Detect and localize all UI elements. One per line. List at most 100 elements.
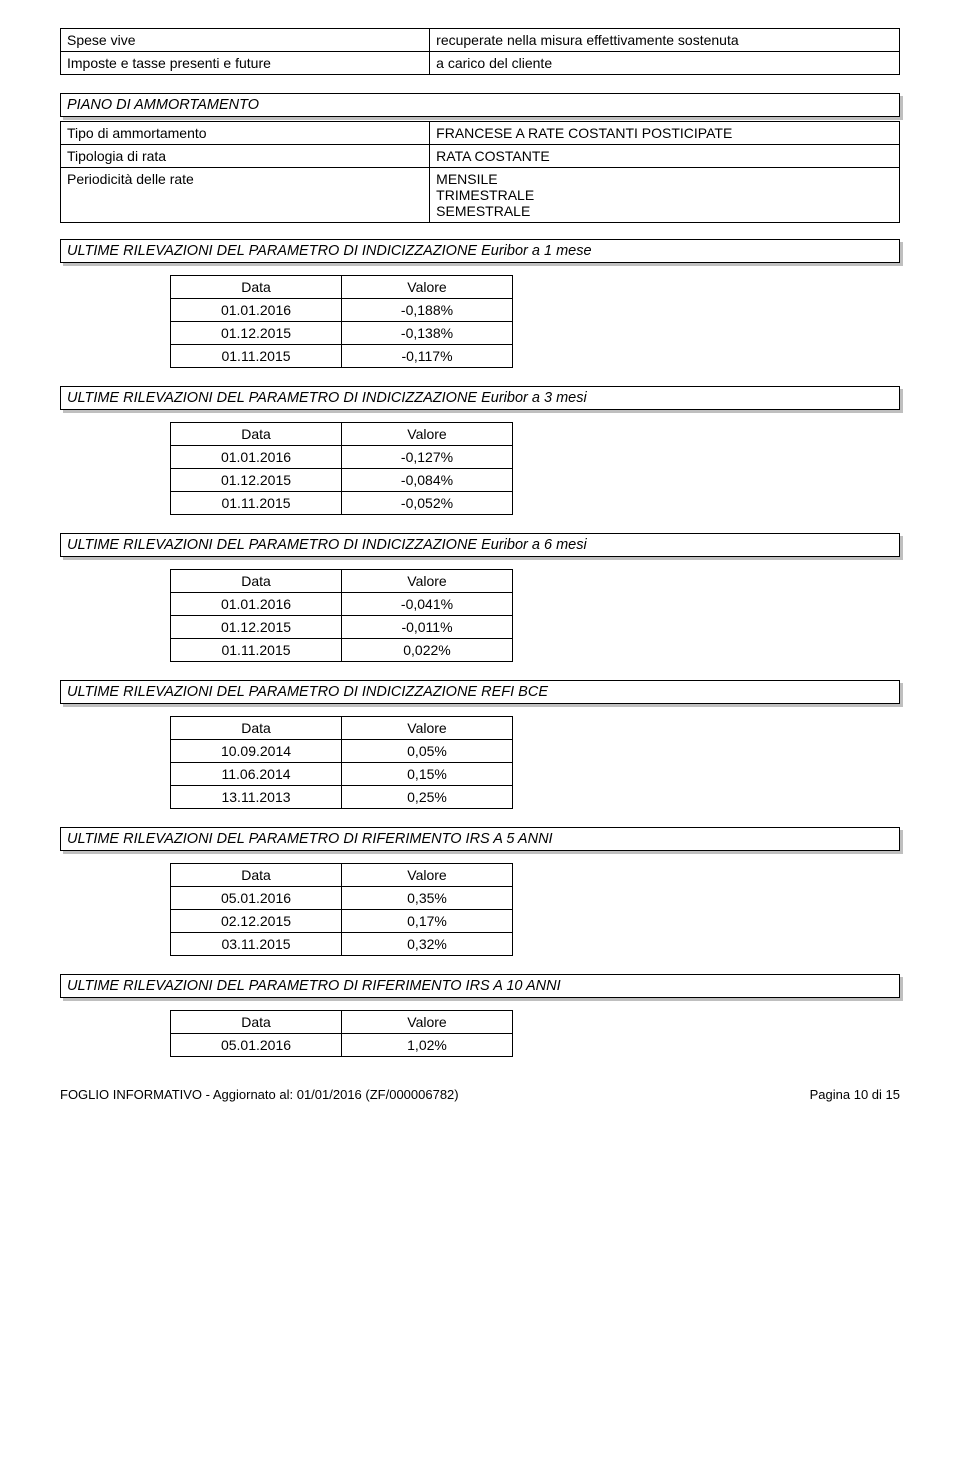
data-cell: 01.11.2015 (171, 492, 342, 515)
data-cell: 1,02% (342, 1034, 513, 1057)
table-row: 01.12.2015-0,084% (171, 469, 513, 492)
table-row: 05.01.20161,02% (171, 1034, 513, 1057)
data-cell: -0,052% (342, 492, 513, 515)
table-row: 01.11.2015-0,117% (171, 345, 513, 368)
column-header: Data (171, 717, 342, 740)
data-table: DataValore01.01.2016-0,188%01.12.2015-0,… (170, 275, 513, 368)
column-header: Data (171, 276, 342, 299)
data-cell: -0,011% (342, 616, 513, 639)
table-header-row: DataValore (171, 1011, 513, 1034)
table-row: Spese vive recuperate nella misura effet… (61, 29, 900, 52)
data-table: DataValore10.09.20140,05%11.06.20140,15%… (170, 716, 513, 809)
cell-label: Imposte e tasse presenti e future (61, 52, 430, 75)
column-header: Valore (342, 423, 513, 446)
data-cell: 01.11.2015 (171, 345, 342, 368)
table-row: 11.06.20140,15% (171, 763, 513, 786)
data-cell: 0,022% (342, 639, 513, 662)
data-cell: 0,17% (342, 910, 513, 933)
section-title: ULTIME RILEVAZIONI DEL PARAMETRO DI INDI… (60, 386, 900, 410)
column-header: Data (171, 423, 342, 446)
table-row: 01.11.20150,022% (171, 639, 513, 662)
footer-left: FOGLIO INFORMATIVO - Aggiornato al: 01/0… (60, 1087, 459, 1102)
data-table-wrap: DataValore01.01.2016-0,041%01.12.2015-0,… (170, 569, 900, 662)
table-header-row: DataValore (171, 717, 513, 740)
data-cell: 01.12.2015 (171, 322, 342, 345)
table-row: Tipo di ammortamento FRANCESE A RATE COS… (61, 122, 900, 145)
column-header: Data (171, 570, 342, 593)
column-header: Valore (342, 717, 513, 740)
section-title: ULTIME RILEVAZIONI DEL PARAMETRO DI RIFE… (60, 827, 900, 851)
data-cell: 11.06.2014 (171, 763, 342, 786)
section-title: ULTIME RILEVAZIONI DEL PARAMETRO DI INDI… (60, 239, 900, 263)
top-info-table: Spese vive recuperate nella misura effet… (60, 28, 900, 75)
section-title: ULTIME RILEVAZIONI DEL PARAMETRO DI INDI… (60, 680, 900, 704)
table-row: 01.12.2015-0,011% (171, 616, 513, 639)
table-row: 01.12.2015-0,138% (171, 322, 513, 345)
column-header: Valore (342, 276, 513, 299)
data-table-wrap: DataValore05.01.20161,02% (170, 1010, 900, 1057)
table-row: 05.01.20160,35% (171, 887, 513, 910)
table-row: 01.01.2016-0,041% (171, 593, 513, 616)
table-row: Tipologia di rata RATA COSTANTE (61, 145, 900, 168)
page-footer: FOGLIO INFORMATIVO - Aggiornato al: 01/0… (60, 1087, 900, 1102)
data-table: DataValore01.01.2016-0,041%01.12.2015-0,… (170, 569, 513, 662)
section-title: ULTIME RILEVAZIONI DEL PARAMETRO DI INDI… (60, 533, 900, 557)
data-cell: -0,117% (342, 345, 513, 368)
table-row: 01.01.2016-0,127% (171, 446, 513, 469)
table-header-row: DataValore (171, 423, 513, 446)
data-table: DataValore05.01.20161,02% (170, 1010, 513, 1057)
data-cell: 0,15% (342, 763, 513, 786)
table-row: 13.11.20130,25% (171, 786, 513, 809)
column-header: Valore (342, 864, 513, 887)
data-cell: 0,25% (342, 786, 513, 809)
cell-value: FRANCESE A RATE COSTANTI POSTICIPATE (430, 122, 900, 145)
data-table-wrap: DataValore01.01.2016-0,188%01.12.2015-0,… (170, 275, 900, 368)
column-header: Valore (342, 1011, 513, 1034)
data-cell: 0,05% (342, 740, 513, 763)
data-table-wrap: DataValore05.01.20160,35%02.12.20150,17%… (170, 863, 900, 956)
column-header: Valore (342, 570, 513, 593)
data-cell: 13.11.2013 (171, 786, 342, 809)
cell-value: a carico del cliente (430, 52, 900, 75)
cell-label: Spese vive (61, 29, 430, 52)
data-cell: 01.01.2016 (171, 446, 342, 469)
data-cell: -0,138% (342, 322, 513, 345)
table-row: 03.11.20150,32% (171, 933, 513, 956)
data-cell: 01.12.2015 (171, 616, 342, 639)
piano-attr-table: Tipo di ammortamento FRANCESE A RATE COS… (60, 121, 900, 223)
section-title-piano: PIANO DI AMMORTAMENTO (60, 93, 900, 117)
data-cell: -0,127% (342, 446, 513, 469)
column-header: Data (171, 1011, 342, 1034)
data-table-wrap: DataValore10.09.20140,05%11.06.20140,15%… (170, 716, 900, 809)
cell-value: recuperate nella misura effettivamente s… (430, 29, 900, 52)
data-cell: 0,35% (342, 887, 513, 910)
tables-container: ULTIME RILEVAZIONI DEL PARAMETRO DI INDI… (60, 239, 900, 1057)
data-cell: -0,041% (342, 593, 513, 616)
data-cell: 10.09.2014 (171, 740, 342, 763)
data-cell: 02.12.2015 (171, 910, 342, 933)
cell-value: MENSILE TRIMESTRALE SEMESTRALE (430, 168, 900, 223)
cell-label: Tipologia di rata (61, 145, 430, 168)
cell-label: Periodicità delle rate (61, 168, 430, 223)
table-header-row: DataValore (171, 570, 513, 593)
table-row: Periodicità delle rate MENSILE TRIMESTRA… (61, 168, 900, 223)
data-table: DataValore05.01.20160,35%02.12.20150,17%… (170, 863, 513, 956)
data-cell: 05.01.2016 (171, 1034, 342, 1057)
data-cell: 0,32% (342, 933, 513, 956)
page: Spese vive recuperate nella misura effet… (0, 0, 960, 1122)
table-header-row: DataValore (171, 864, 513, 887)
cell-value: RATA COSTANTE (430, 145, 900, 168)
section-title: ULTIME RILEVAZIONI DEL PARAMETRO DI RIFE… (60, 974, 900, 998)
cell-label: Tipo di ammortamento (61, 122, 430, 145)
table-row: 10.09.20140,05% (171, 740, 513, 763)
column-header: Data (171, 864, 342, 887)
data-cell: -0,084% (342, 469, 513, 492)
data-cell: 01.12.2015 (171, 469, 342, 492)
data-cell: -0,188% (342, 299, 513, 322)
data-cell: 01.11.2015 (171, 639, 342, 662)
table-row: Imposte e tasse presenti e future a cari… (61, 52, 900, 75)
data-cell: 03.11.2015 (171, 933, 342, 956)
table-row: 01.01.2016-0,188% (171, 299, 513, 322)
data-table: DataValore01.01.2016-0,127%01.12.2015-0,… (170, 422, 513, 515)
table-row: 01.11.2015-0,052% (171, 492, 513, 515)
